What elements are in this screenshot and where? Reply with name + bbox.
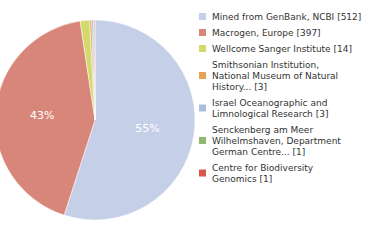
svg-text:Mined from GenBank, NCBI [512]: Mined from GenBank, NCBI [512] — [212, 12, 361, 22]
svg-text:Genomics [1]: Genomics [1] — [212, 174, 272, 184]
svg-text:German Centre... [1]: German Centre... [1] — [212, 147, 305, 157]
svg-text:Senckenberg am Meer: Senckenberg am Meer — [212, 125, 313, 135]
svg-text:Smithsonian Institution,: Smithsonian Institution, — [212, 60, 319, 70]
svg-text:55%: 55% — [135, 122, 159, 135]
svg-text:Israel Oceanographic and: Israel Oceanographic and — [212, 98, 327, 108]
svg-text:National Museum of Natural: National Museum of Natural — [212, 71, 338, 81]
svg-text:History... [3]: History... [3] — [212, 82, 267, 92]
svg-text:Limnological Research [3]: Limnological Research [3] — [212, 109, 328, 119]
svg-text:Centre for Biodiversity: Centre for Biodiversity — [212, 163, 314, 173]
svg-text:43%: 43% — [30, 109, 54, 122]
svg-text:Macrogen, Europe [397]: Macrogen, Europe [397] — [212, 28, 321, 38]
svg-text:Wellcome Sanger Institute [14]: Wellcome Sanger Institute [14] — [212, 44, 352, 54]
svg-text:Wilhelmshaven, Department: Wilhelmshaven, Department — [212, 136, 341, 146]
